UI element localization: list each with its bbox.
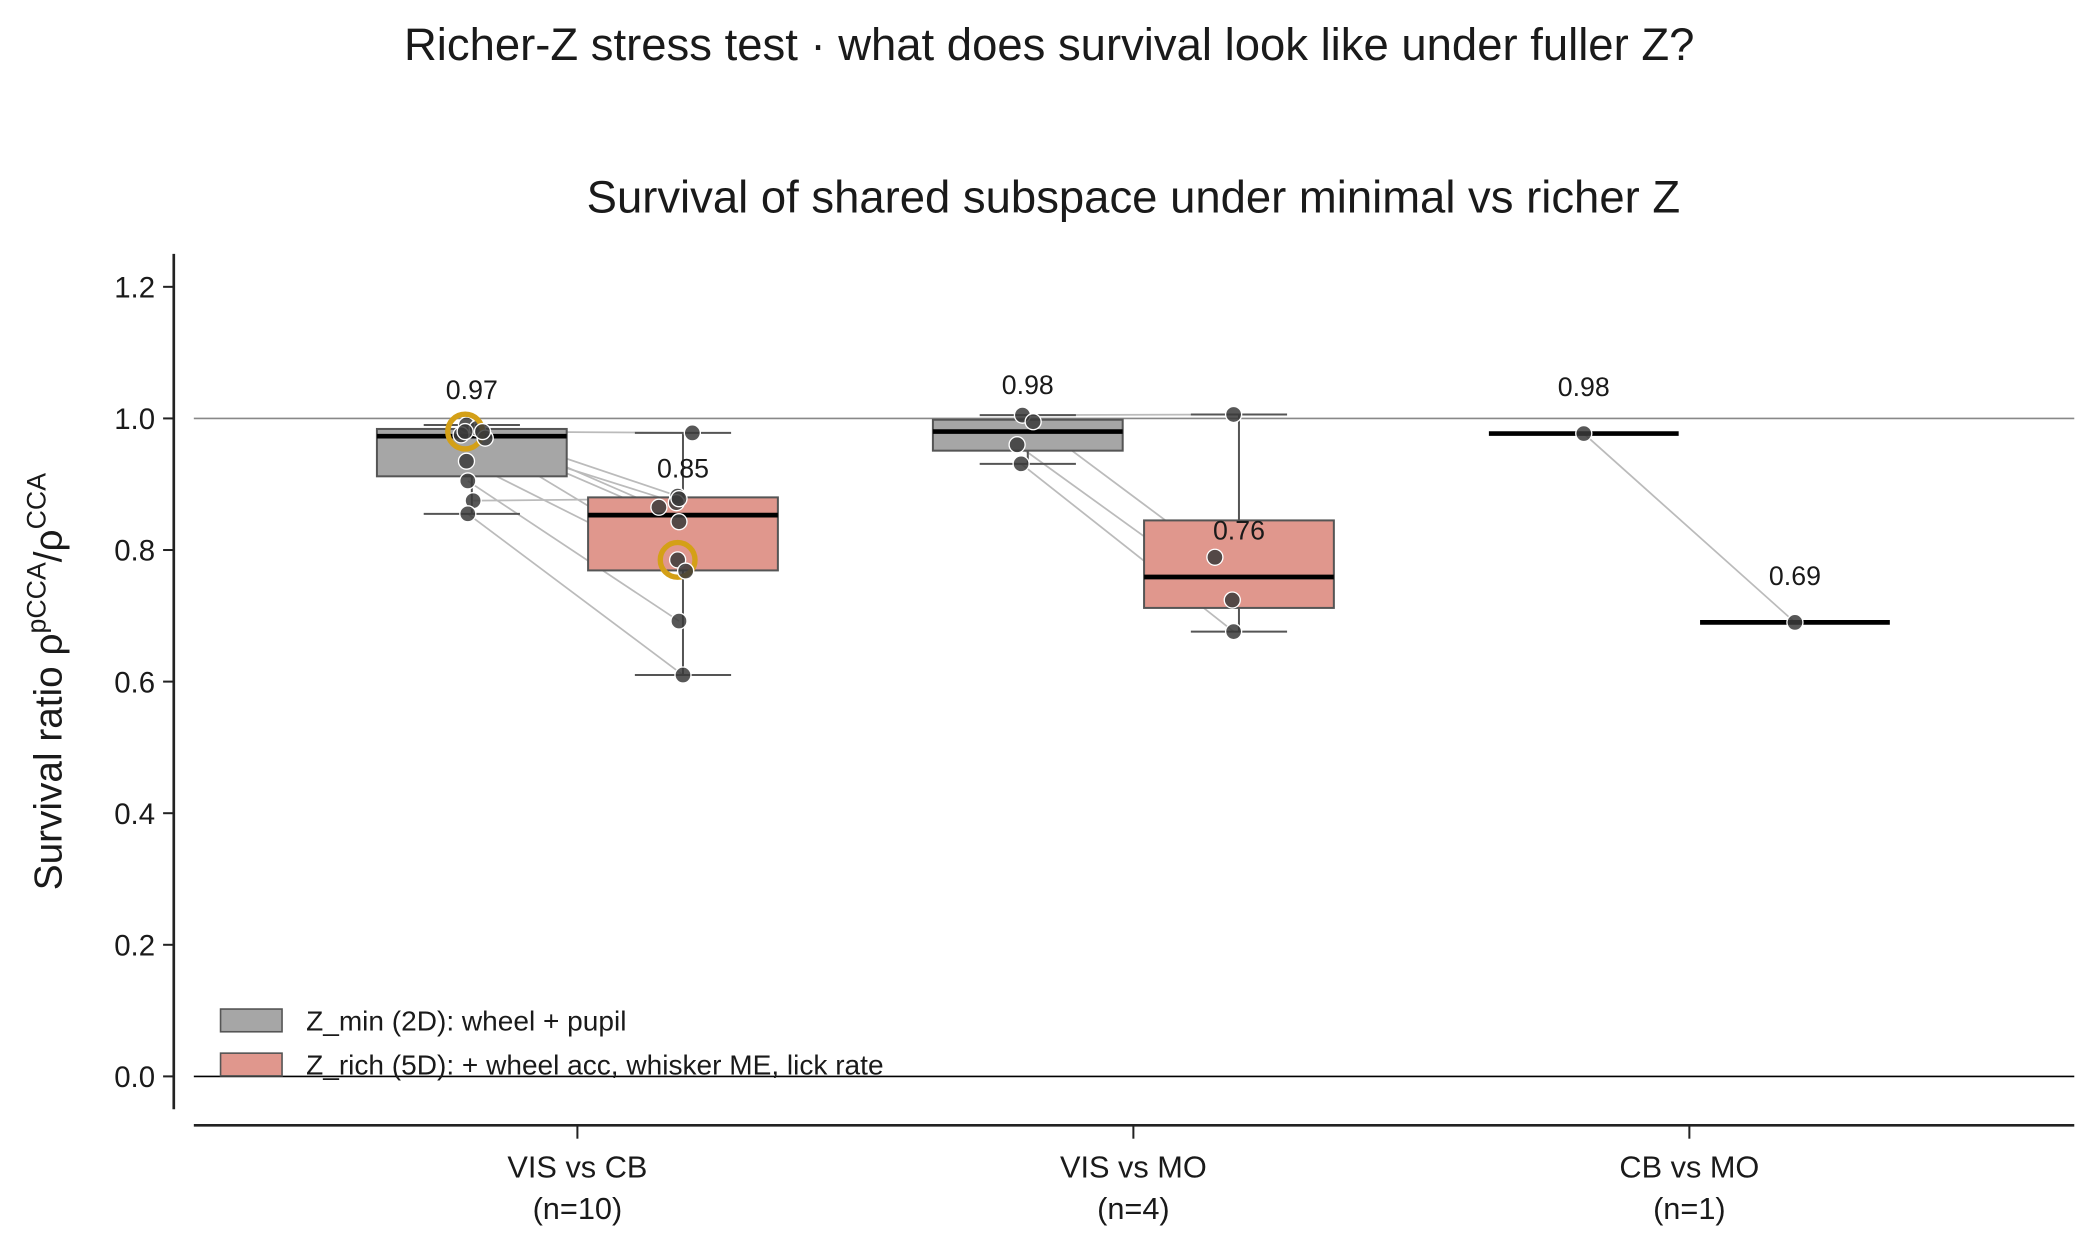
pair-line <box>1583 432 1796 624</box>
x-tick-label: VIS vs MO <box>1060 1149 1207 1184</box>
legend-swatch <box>219 1008 283 1033</box>
median-label: 0.85 <box>657 454 709 484</box>
pair-line <box>467 480 680 622</box>
data-point <box>459 505 477 523</box>
data-point <box>1224 622 1243 641</box>
x-tick-label: VIS vs CB <box>507 1149 647 1184</box>
data-point <box>670 490 688 508</box>
y-tick-label: 0.2 <box>114 929 155 962</box>
median-label: 0.69 <box>1769 561 1821 591</box>
data-point <box>456 422 474 441</box>
data-point <box>1786 613 1804 632</box>
data-point <box>1024 413 1042 431</box>
y-tick-label: 0.4 <box>114 798 155 831</box>
median-label: 0.98 <box>1002 370 1054 400</box>
box <box>1143 519 1335 609</box>
legend-label: Z_rich (5D): + wheel acc, whisker ME, li… <box>306 1050 883 1081</box>
data-point <box>670 612 688 630</box>
data-point <box>473 422 492 441</box>
data-point <box>676 562 695 580</box>
data-point <box>683 424 702 442</box>
data-point <box>1012 455 1030 473</box>
y-label-part: Survival ratio ρ <box>28 633 71 890</box>
data-point <box>674 666 692 684</box>
data-point <box>1575 424 1593 443</box>
data-point <box>1008 436 1026 454</box>
y-axis-label: Survival ratio ρpCCA/ρCCA <box>21 473 70 890</box>
y-tick-label: 1.0 <box>114 403 155 436</box>
y-tick-label: 1.2 <box>114 272 155 305</box>
y-tick-label: 0.0 <box>114 1061 155 1094</box>
chart-title: Survival of shared subspace under minima… <box>587 172 1680 223</box>
data-point <box>459 472 477 490</box>
data-point <box>1206 548 1224 566</box>
median-label: 0.98 <box>1558 372 1610 402</box>
legend-label: Z_min (2D): wheel + pupil <box>306 1005 626 1036</box>
x-tick-count: (n=4) <box>1097 1191 1170 1226</box>
y-tick-label: 0.8 <box>114 535 155 568</box>
highlight-ring <box>657 539 698 580</box>
y-tick-label: 0.6 <box>114 666 155 699</box>
y-label-sup: CCA <box>21 473 51 530</box>
y-label-sup: pCCA <box>21 562 51 633</box>
median-label: 0.76 <box>1213 516 1265 546</box>
data-point <box>457 452 476 470</box>
data-point <box>670 513 688 531</box>
suptitle: Richer-Z stress test · what does surviva… <box>404 19 1694 70</box>
x-tick-count: (n=1) <box>1653 1191 1726 1226</box>
data-point <box>1223 591 1241 609</box>
x-tick-count: (n=10) <box>533 1191 623 1226</box>
y-label-part: /ρ <box>28 529 71 562</box>
data-point <box>1224 405 1243 424</box>
data-point <box>650 498 668 516</box>
x-tick-label: CB vs MO <box>1619 1149 1759 1184</box>
legend-swatch <box>219 1052 283 1077</box>
pair-line <box>467 513 684 676</box>
median-label: 0.97 <box>446 375 498 405</box>
